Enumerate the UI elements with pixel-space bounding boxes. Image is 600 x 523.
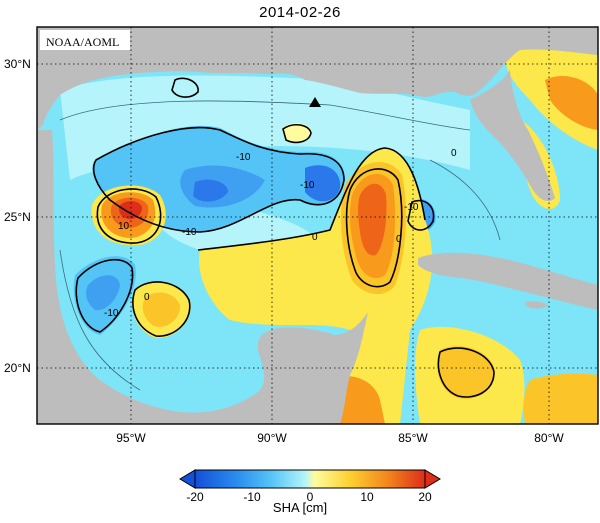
contour-thin-lines xyxy=(59,100,501,391)
lon-tick-label: 85°W xyxy=(398,431,428,445)
colorbar: -20 -10 0 10 20 xyxy=(179,469,441,504)
contour-plus10-loop xyxy=(345,168,403,288)
contour-minus10-north xyxy=(92,126,345,233)
land-cuba xyxy=(418,252,598,310)
graticule xyxy=(37,27,598,424)
land-cayman xyxy=(525,301,548,309)
sha-negative-core-east xyxy=(305,165,341,202)
contour-label: 0 xyxy=(312,232,318,243)
contour-thin-1 xyxy=(59,100,471,131)
contour-label: 0 xyxy=(144,292,150,303)
lat-tick-label: 25°N xyxy=(4,210,31,224)
lon-tick-label: 90°W xyxy=(257,431,287,445)
contour-zero-southwest xyxy=(132,281,191,337)
colorbar-high-arrow xyxy=(424,469,441,489)
credit-box xyxy=(40,30,130,50)
colorbar-tick-label: 0 xyxy=(307,490,314,504)
contour-lines xyxy=(75,77,495,398)
lon-tick-label: 80°W xyxy=(534,431,564,445)
lat-tick-label: 30°N xyxy=(4,57,31,71)
lat-tick-label: 20°N xyxy=(4,361,31,375)
map-field xyxy=(37,27,598,424)
contour-plus10-west xyxy=(96,188,162,244)
colorbar-low-arrow xyxy=(179,469,196,489)
sha-negative-west-core xyxy=(86,275,120,311)
contour-label-group: 10 -10 -10 -10 0 0 0 -10 -10 0 xyxy=(104,148,457,319)
contour-thin-2 xyxy=(59,249,141,391)
contour-label: 0 xyxy=(451,148,457,159)
contour-label: -10 xyxy=(404,202,419,213)
sha-eddy-west-core xyxy=(118,201,142,220)
sha-negative-deep-west xyxy=(193,179,228,202)
land-mexico xyxy=(37,130,368,424)
contour-minus10-topleft xyxy=(171,77,199,98)
contour-label: -10 xyxy=(182,227,197,238)
land-florida xyxy=(470,70,555,202)
contour-zero-caribbean xyxy=(437,347,495,398)
map-title: 2014-02-26 xyxy=(259,4,341,21)
sha-positive-caribbean-core xyxy=(437,346,495,399)
map-frame xyxy=(36,26,599,425)
colorbar-tick-label: -10 xyxy=(243,490,261,504)
contour-label: -10 xyxy=(300,180,315,191)
contour-minus10-west xyxy=(75,259,134,333)
sha-positive-atlantic-core xyxy=(545,75,598,130)
contour-zero-tongue xyxy=(197,147,426,251)
triangle-marker-icon xyxy=(309,97,321,107)
sha-positive-caribbean-east xyxy=(523,373,598,424)
sha-positive-southwest-core xyxy=(142,292,180,327)
land-north-america xyxy=(37,27,598,130)
sha-positive-north-small xyxy=(282,123,312,143)
credit-text: NOAA/AOML xyxy=(46,35,119,49)
colorbar-tick-label: 20 xyxy=(418,490,432,504)
contour-label: 10 xyxy=(118,221,130,232)
contour-minus10-east xyxy=(407,199,435,231)
contour-label: 0 xyxy=(396,234,402,245)
contour-label: -10 xyxy=(104,308,119,319)
contour-thin-3 xyxy=(429,159,501,241)
sha-positive-loop-red xyxy=(358,183,387,256)
contour-label: -10 xyxy=(236,152,251,163)
colorbar-tick-label: 10 xyxy=(360,490,374,504)
lon-tick-label: 95°W xyxy=(116,431,146,445)
colorbar-gradient xyxy=(194,469,426,489)
colorbar-title: SHA [cm] xyxy=(272,500,328,515)
contour-zero-north-small xyxy=(282,124,312,144)
colorbar-tick-label: -20 xyxy=(186,490,204,504)
